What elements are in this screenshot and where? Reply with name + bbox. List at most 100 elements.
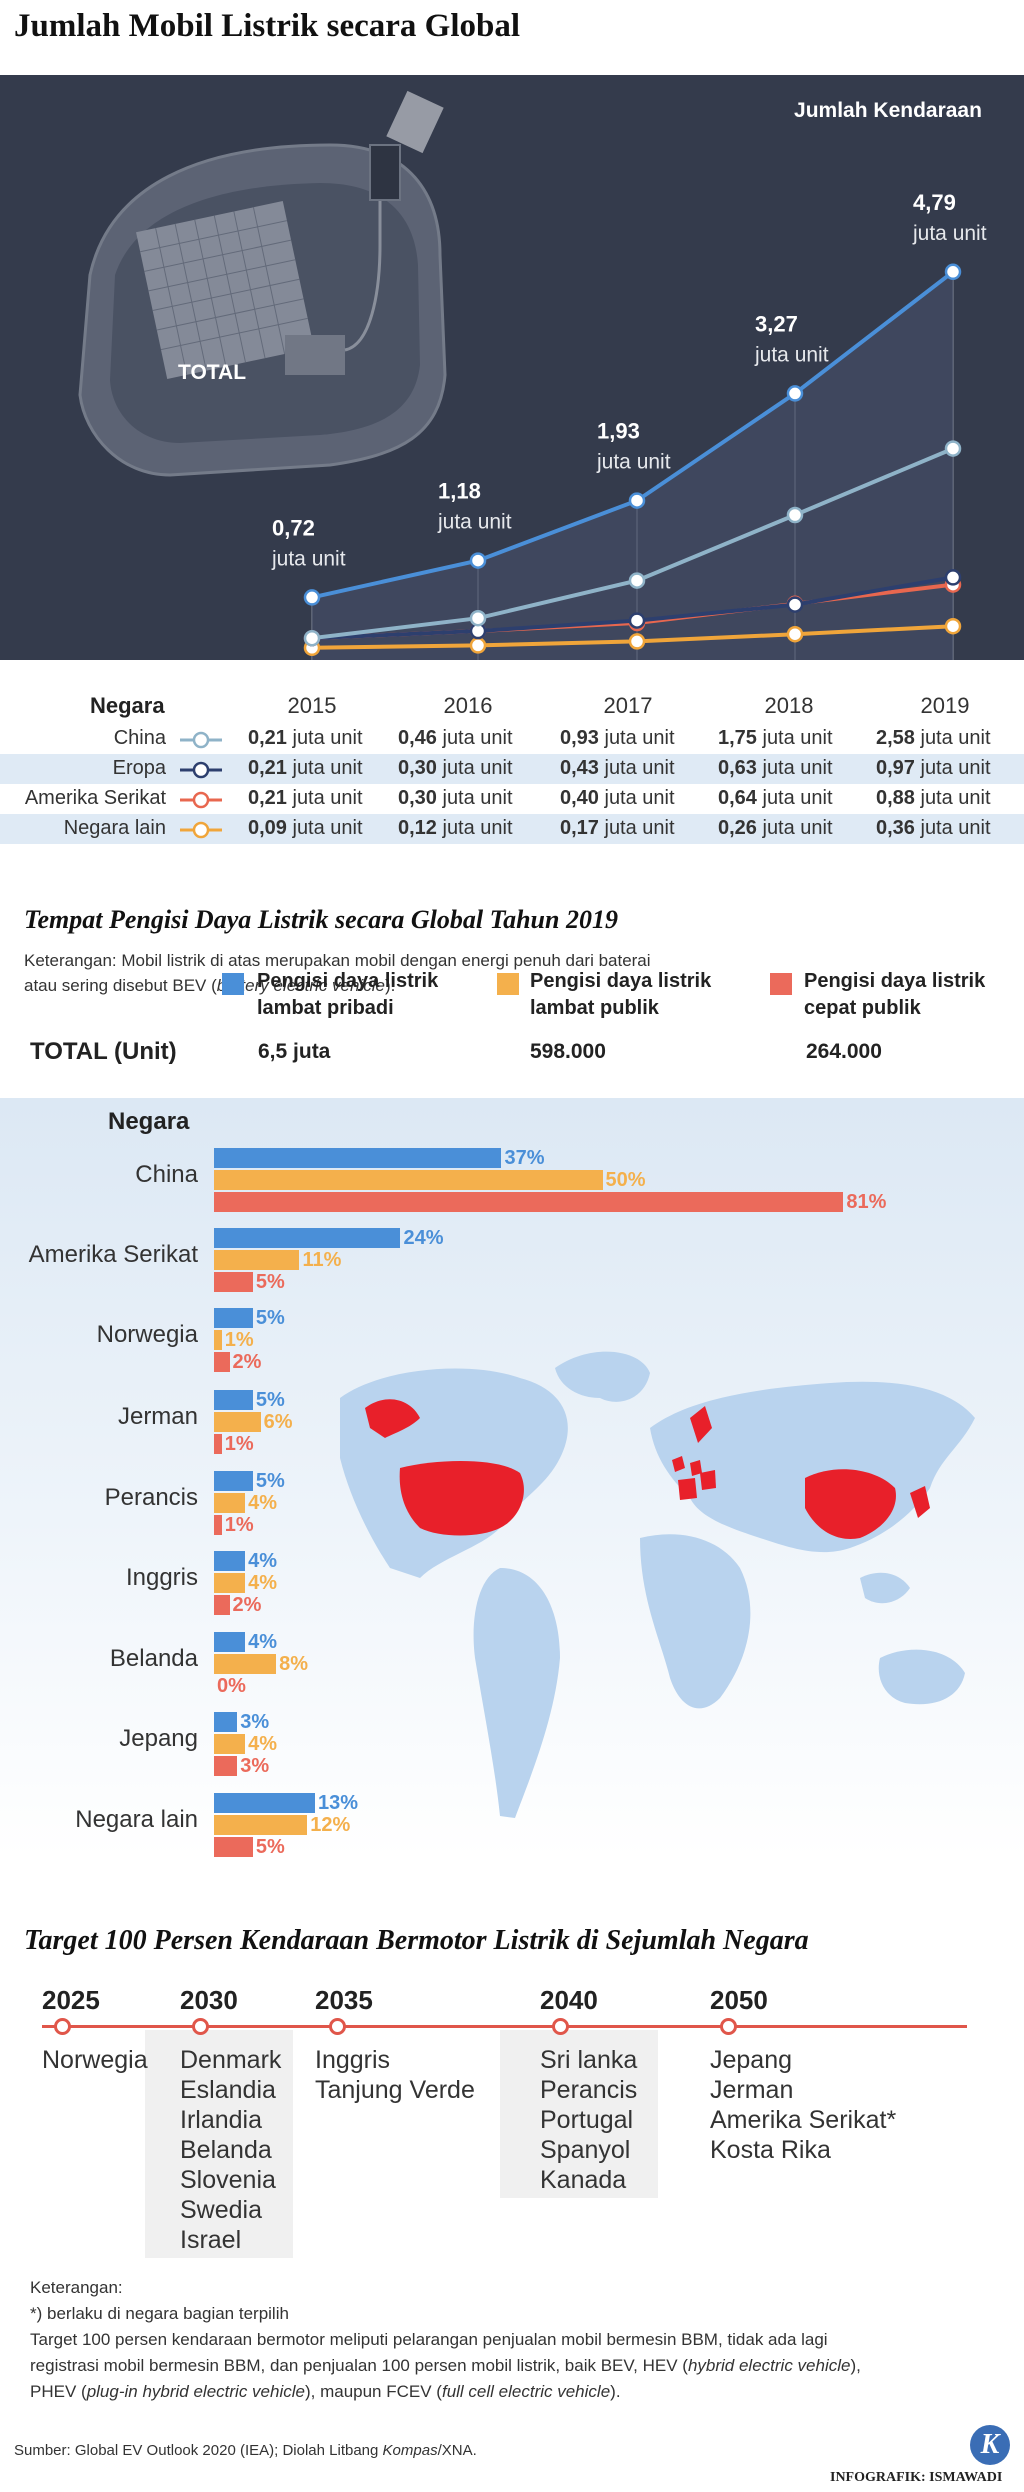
timeline-country: Slovenia [180,2166,276,2194]
total-value-label: 0,72 [272,515,315,540]
table-cell: 0,43 juta unit [560,757,675,779]
table-cell: 0,40 juta unit [560,787,675,809]
bar-value-label: 2% [232,1351,262,1373]
target-section-title: Target 100 Persen Kendaraan Bermotor Lis… [24,1925,809,1956]
bar-value-label: 0% [217,1675,246,1697]
bar-value-label: 12% [310,1814,351,1836]
timeline-country-list: Jepang Jerman Amerika Serikat* Kosta Rika [710,2045,896,2165]
table-cell: 0,63 juta unit [718,757,833,779]
bar [214,1170,603,1190]
bar-value-label: 6% [263,1411,293,1433]
eurasia-shape [650,1381,975,1553]
data-point [944,440,962,457]
greenland-shape [555,1351,650,1402]
total-unit-label: TOTAL (Unit) [30,1038,177,1065]
bar [214,1434,222,1454]
data-point [628,612,646,629]
south-america-shape [473,1568,560,1818]
australia-shape [878,1649,965,1705]
table-cell: 0,88 juta unit [876,787,991,809]
bar-value-label: 4% [248,1733,277,1755]
series-legend-icon [180,821,222,839]
total-value-label: 4,79 [913,190,956,215]
timeline-marker [192,2018,209,2035]
total-value: 264.000 [806,1040,882,1063]
uk-highlight [672,1456,685,1472]
bar [214,1654,277,1674]
data-point [786,506,804,524]
timeline-country: Denmark [180,2046,282,2074]
norway-highlight [690,1406,712,1443]
table-cell: 2,58 juta unit [876,727,991,749]
netherlands-highlight [690,1460,702,1476]
bar-value-label: 4% [248,1492,277,1514]
bar-chart-country-header: Negara [108,1108,190,1135]
map-background [0,1098,1024,1858]
timeline-country: Spanyol [540,2136,631,2164]
footnote-body-2: registrasi mobil bermesin BBM, dan penju… [30,2356,861,2375]
timeline-axis [42,2025,967,2028]
timeline-marker [54,2018,71,2035]
data-point [786,385,804,402]
table-header-negara: Negara [90,693,165,718]
charging-section-title: Tempat Pengisi Daya Listrik secara Globa… [24,905,618,934]
total-value: 6,5 juta [258,1040,331,1063]
bar-value-label: 1% [224,1433,254,1455]
bar-value-label: 11% [302,1249,342,1271]
timeline-country: Tanjung Verde [315,2076,475,2104]
bar-value-label: 5% [255,1271,285,1293]
table-cell: 0,97 juta unit [876,757,991,779]
timeline-country: Perancis [540,2076,638,2104]
legend-swatch-red [770,973,792,995]
timeline-marker [720,2018,737,2035]
data-point [786,596,804,613]
timeline-year: 2040 [540,1985,598,2015]
table-cell: 0,21 juta unit [248,787,363,809]
bar-value-label: 1% [224,1514,254,1536]
france-highlight [678,1478,697,1500]
footnote-body-1: Target 100 persen kendaraan bermotor mel… [30,2330,828,2349]
data-point [786,625,804,643]
japan-highlight [910,1486,930,1518]
bar-category-label: Amerika Serikat [28,1241,198,1268]
bar-category-label: China [135,1161,198,1188]
timeline-country: Irlandia [180,2106,262,2134]
year-label: 2017 [603,693,653,718]
bar-value-label: 5% [255,1389,285,1411]
bar-value-label: 50% [605,1169,646,1191]
bar [214,1551,246,1571]
total-label: TOTAL [178,361,246,384]
table-cell: 0,30 juta unit [398,787,513,809]
total-unit-label: juta unit [596,451,671,474]
bar-value-label: 5% [255,1470,285,1492]
bar [214,1148,502,1168]
world-map [340,1351,975,1818]
table-cell: 0,09 juta unit [248,817,363,839]
table-cell: 0,64 juta unit [718,787,833,809]
total-value-label: 3,27 [755,311,798,336]
timeline-country: Swedia [180,2196,262,2224]
year-label: 2016 [443,693,493,718]
usa-highlight [399,1461,524,1536]
year-label: 2015 [287,693,337,718]
timeline-year: 2025 [42,1985,100,2015]
note-line-2: atau sering disebut BEV (battery electri… [24,976,396,995]
bar-value-label: 3% [240,1711,270,1733]
timeline-year: 2035 [315,1985,373,2015]
table-row: Negara lain 0,09 juta unit 0,12 juta unit 0… [0,814,1024,844]
bar-category-label: Belanda [109,1645,198,1672]
bar [214,1352,230,1372]
bar [214,1573,246,1593]
bar-value-label: 4% [248,1550,277,1572]
bar-value-label: 4% [248,1631,277,1653]
line-chart-panel: Jumlah Kendaraan TOTAL 0,72 juta unit 1,18… [0,75,1024,660]
footnote-body-3: PHEV (plug-in hybrid electric vehicle), … [30,2382,621,2401]
source-line: Sumber: Global EV Outlook 2020 (IEA); Di… [14,2442,477,2459]
table-cell: 0,17 juta unit [560,817,675,839]
bar-category-label: Perancis [104,1484,198,1511]
bar [214,1734,246,1754]
bar [214,1837,253,1857]
timeline-shade-2040 [500,2030,658,2198]
timeline-country: Israel [180,2226,242,2254]
infographic-credit: INFOGRAFIK: ISMAWADI [830,2470,1003,2485]
